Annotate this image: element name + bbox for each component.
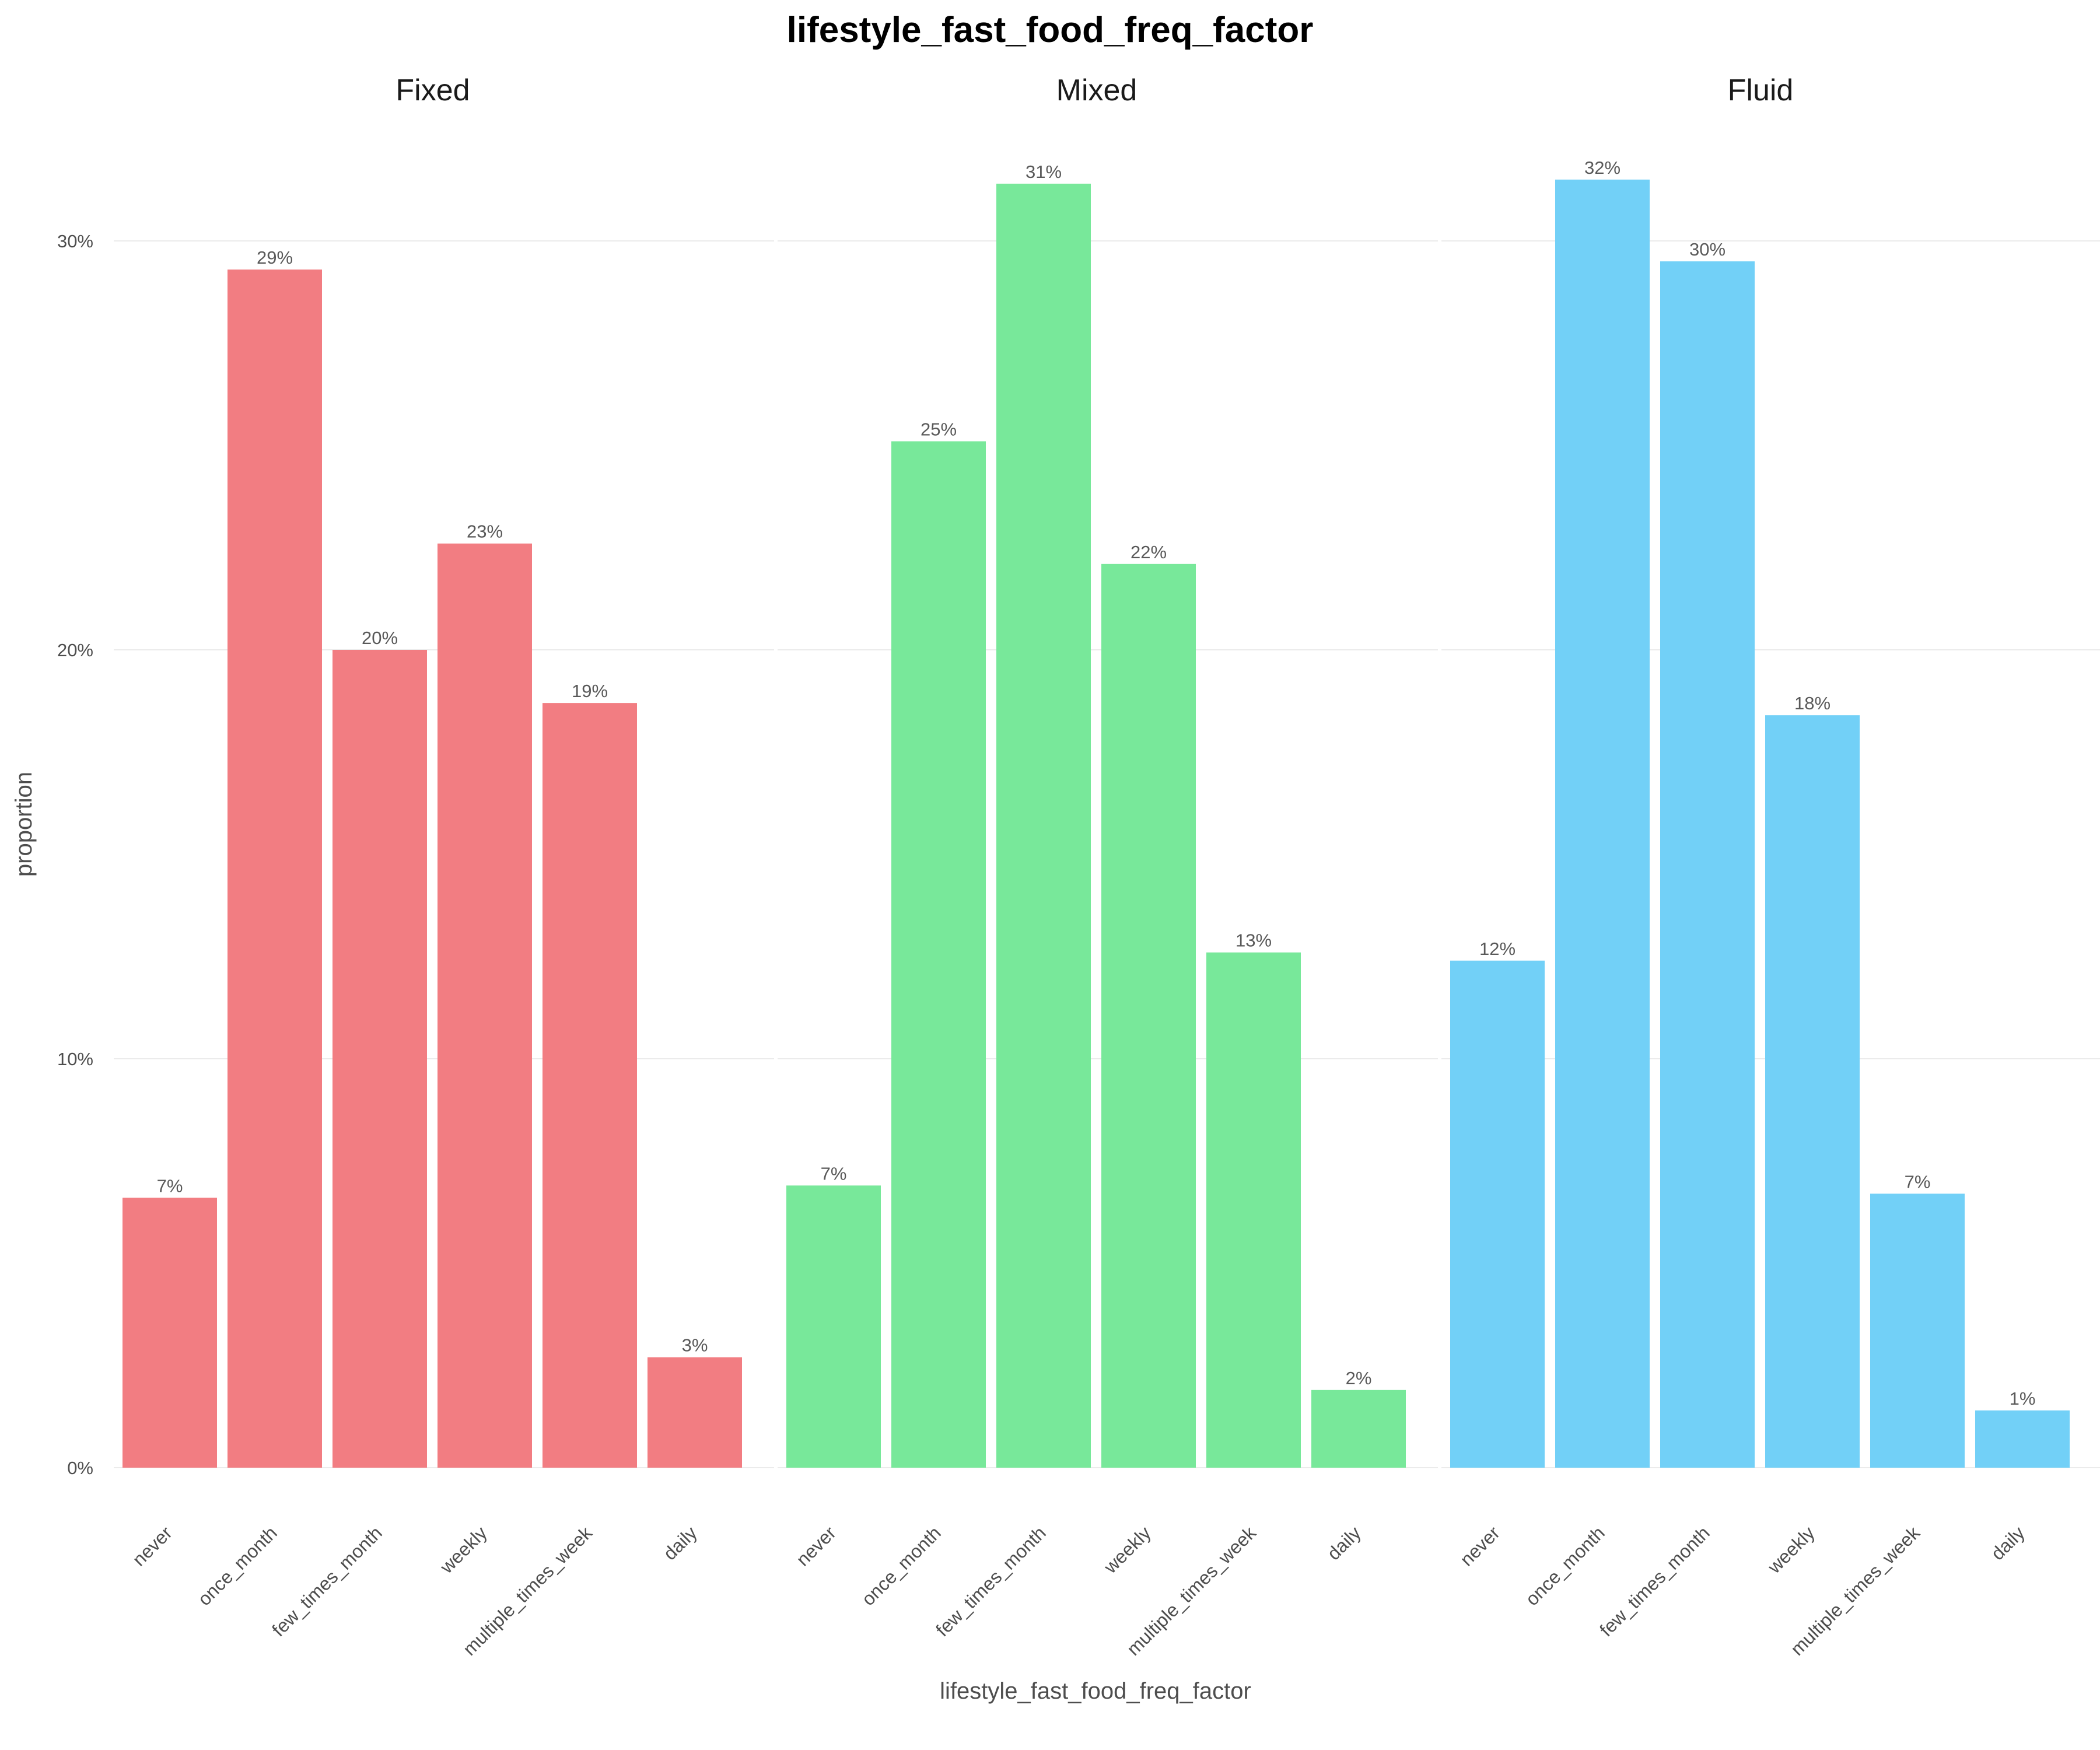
x-tick-label: weekly	[436, 1522, 491, 1577]
bar-weekly	[1101, 564, 1196, 1468]
panel-mixed: Mixed 7% never 25% once_month 31% few_times_mo…	[778, 74, 1438, 1660]
data-label: 22%	[1130, 542, 1167, 562]
panel-title: Fluid	[1728, 74, 1794, 107]
x-tick-label: few_times_month	[268, 1522, 386, 1640]
x-axis-title: lifestyle_fast_food_freq_factor	[940, 1678, 1251, 1704]
x-tick-label: daily	[659, 1522, 701, 1564]
panel-title: Fixed	[396, 74, 470, 107]
data-label: 19%	[572, 681, 608, 701]
x-tick-label: weekly	[1763, 1522, 1819, 1577]
panel-title: Mixed	[1056, 74, 1138, 107]
bar-never	[786, 1185, 881, 1468]
bar-daily	[648, 1357, 742, 1468]
facet-panels: 0% 10% 20% 30% Fixed 7% never 29% once_month 20% f…	[57, 74, 2100, 1660]
y-axis-title: proportion	[11, 772, 37, 877]
data-label: 30%	[1689, 239, 1726, 260]
data-label: 7%	[157, 1175, 183, 1196]
x-tick-label: never	[128, 1522, 176, 1570]
bar-daily	[1975, 1410, 2070, 1468]
x-tick-label: never	[1456, 1522, 1504, 1570]
data-label: 20%	[362, 628, 398, 648]
data-label: 7%	[1905, 1171, 1931, 1192]
bar-multiple-times-week	[1870, 1194, 1965, 1468]
data-label: 7%	[821, 1163, 847, 1184]
bar-few-times-month	[332, 650, 427, 1468]
data-label: 23%	[467, 522, 503, 542]
bar-few-times-month	[996, 183, 1091, 1468]
bar-daily	[1311, 1390, 1406, 1468]
chart-title: lifestyle_fast_food_freq_factor	[787, 10, 1314, 50]
data-label: 32%	[1584, 158, 1620, 178]
x-tick-label: once_month	[1521, 1522, 1609, 1609]
bar-few-times-month	[1660, 261, 1755, 1468]
x-tick-label: never	[792, 1522, 840, 1570]
data-label: 12%	[1479, 939, 1516, 959]
data-label: 18%	[1794, 693, 1831, 713]
x-tick-label: once_month	[858, 1522, 945, 1609]
bar-weekly	[1765, 715, 1860, 1468]
x-tick-label: daily	[1323, 1522, 1365, 1564]
bar-weekly	[438, 543, 532, 1468]
data-label: 31%	[1026, 162, 1062, 182]
data-label: 2%	[1346, 1368, 1372, 1388]
data-label: 3%	[682, 1335, 708, 1356]
bar-multiple-times-week	[1206, 952, 1301, 1468]
bar-once-month	[1555, 179, 1650, 1468]
panel-fixed: Fixed 7% never 29% once_month 20% few_times_mo…	[114, 74, 774, 1660]
y-tick-label: 0%	[67, 1458, 93, 1478]
panel-fluid: Fluid 12% never 32% once_month 30% few_times_m…	[1441, 74, 2100, 1660]
x-tick-label: daily	[1987, 1522, 2029, 1564]
bar-once-month	[891, 441, 986, 1468]
y-tick-label: 30%	[57, 231, 93, 251]
x-tick-label: weekly	[1100, 1522, 1155, 1577]
data-label: 25%	[921, 419, 957, 439]
data-label: 13%	[1236, 930, 1272, 951]
data-label: 29%	[257, 247, 293, 268]
bar-once-month	[228, 270, 322, 1468]
bar-multiple-times-week	[542, 703, 637, 1468]
x-tick-label: few_times_month	[1595, 1522, 1714, 1640]
x-tick-label: once_month	[194, 1522, 281, 1609]
x-tick-label: few_times_month	[932, 1522, 1050, 1640]
bar-never	[1450, 960, 1545, 1468]
data-label: 1%	[2010, 1388, 2036, 1409]
bar-never	[123, 1198, 217, 1468]
y-tick-label: 10%	[57, 1049, 93, 1069]
y-tick-label: 20%	[57, 640, 93, 660]
